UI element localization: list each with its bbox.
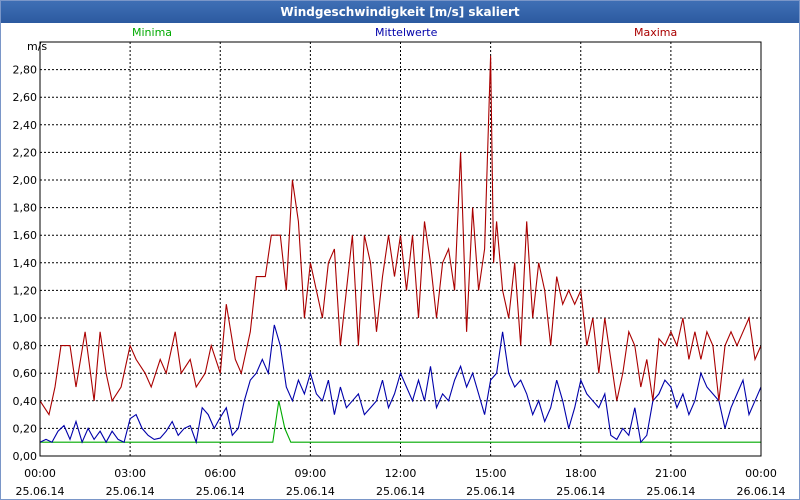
x-tick-date: 25.06.14: [106, 485, 155, 498]
x-tick-date: 25.06.14: [556, 485, 605, 498]
x-tick-time: 18:00: [565, 467, 597, 480]
y-tick-label: 0,60: [13, 367, 38, 380]
legend-maxima: Maxima: [634, 26, 677, 39]
x-tick-time: 06:00: [204, 467, 236, 480]
series-line-mittelwerte: [39, 324, 762, 445]
x-tick-date: 25.06.14: [196, 485, 245, 498]
series-lines: [39, 55, 762, 445]
y-tick-label: 1,00: [13, 312, 38, 325]
x-tick-time: 09:00: [295, 467, 327, 480]
y-tick-label: 0,40: [13, 395, 38, 408]
legend-mittelwerte: Mittelwerte: [375, 26, 438, 39]
x-tick-date: 25.06.14: [16, 485, 65, 498]
grid: [39, 42, 762, 457]
y-tick-label: 0,20: [13, 422, 38, 435]
x-tick-date: 25.06.14: [466, 485, 515, 498]
x-tick-date: 25.06.14: [376, 485, 425, 498]
y-tick-label: 1,40: [13, 257, 38, 270]
y-tick-label: 2,60: [13, 91, 38, 104]
x-tick-time: 15:00: [475, 467, 507, 480]
y-tick-label: 2,20: [13, 146, 38, 159]
x-tick-time: 03:00: [114, 467, 146, 480]
legend-minima: Minima: [132, 26, 172, 39]
y-tick-label: 2,00: [13, 174, 38, 187]
axis-ticks: 0,00 0,20 0,40 0,60 0,80 1,00 1,20 1,40 1,60 1,80…: [13, 64, 786, 498]
x-tick-time: 21:00: [655, 467, 687, 480]
x-tick-date: 25.06.14: [646, 485, 695, 498]
y-tick-label: 1,80: [13, 202, 38, 215]
y-tick-label: 0,00: [13, 450, 38, 463]
x-tick-date: 25.06.14: [286, 485, 335, 498]
y-tick-label: 2,40: [13, 119, 38, 132]
x-tick-date: 26.06.14: [737, 485, 786, 498]
x-tick-time: 12:00: [385, 467, 417, 480]
y-tick-label: 0,80: [13, 340, 38, 353]
x-tick-time: 00:00: [24, 467, 56, 480]
y-tick-label: 1,20: [13, 284, 38, 297]
y-tick-label: 1,60: [13, 229, 38, 242]
window-title: Windgeschwindigkeit [m/s] skaliert: [1, 1, 799, 23]
y-axis-unit-label: m/s: [27, 40, 47, 53]
plot-frame: [39, 41, 762, 457]
series-line-minima: [40, 400, 761, 443]
y-tick-label: 2,80: [13, 64, 38, 77]
series-line-maxima: [39, 55, 762, 417]
x-tick-time: 00:00: [745, 467, 777, 480]
